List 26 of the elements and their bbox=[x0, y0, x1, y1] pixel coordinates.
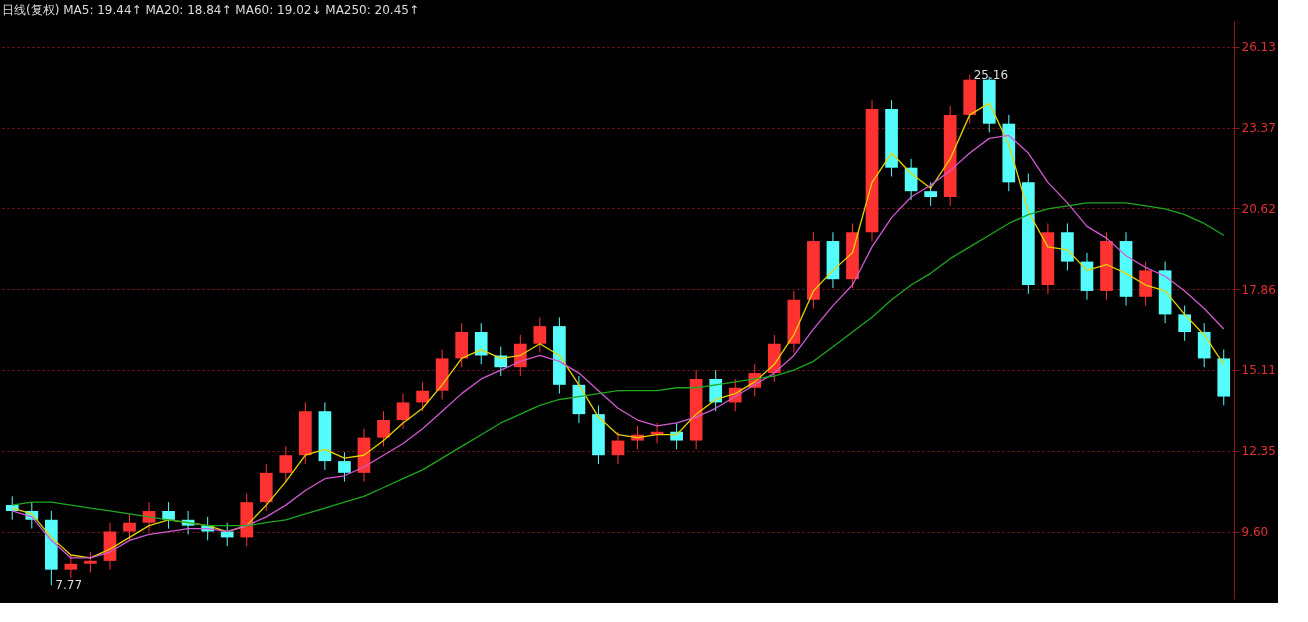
candlestick bbox=[338, 451, 351, 483]
candlestick bbox=[533, 316, 547, 354]
chart-title: 日线(复权) MA5: 19.44↑ MA20: 18.84↑ MA60: 19.02↓ MA250: 20.45↑ bbox=[2, 3, 420, 17]
annotation: 7.77 bbox=[55, 578, 83, 593]
y-tick-label: 9.60 bbox=[1241, 525, 1269, 540]
candlestick bbox=[924, 181, 937, 207]
candlestick bbox=[1178, 305, 1192, 342]
candlestick bbox=[123, 513, 136, 541]
candlestick bbox=[279, 445, 293, 483]
y-tick-label: 20.62 bbox=[1241, 201, 1276, 216]
candlestick bbox=[611, 431, 625, 465]
candlestick bbox=[494, 346, 508, 377]
candlestick bbox=[474, 322, 488, 365]
candlestick bbox=[670, 422, 683, 450]
annotation: 25.16 bbox=[973, 67, 1009, 82]
candlestick bbox=[416, 381, 429, 412]
candlestick bbox=[162, 501, 175, 530]
candlestick bbox=[64, 554, 78, 579]
candlestick bbox=[84, 551, 97, 574]
y-tick-label: 17.86 bbox=[1241, 282, 1276, 297]
candlestick bbox=[396, 393, 410, 430]
candlestick bbox=[377, 410, 390, 447]
y-tick-label: 23.37 bbox=[1241, 121, 1276, 135]
y-tick-label: 26.13 bbox=[1241, 40, 1276, 55]
y-tick-label: 12.35 bbox=[1241, 444, 1276, 459]
y-tick-label: 15.11 bbox=[1241, 363, 1276, 378]
